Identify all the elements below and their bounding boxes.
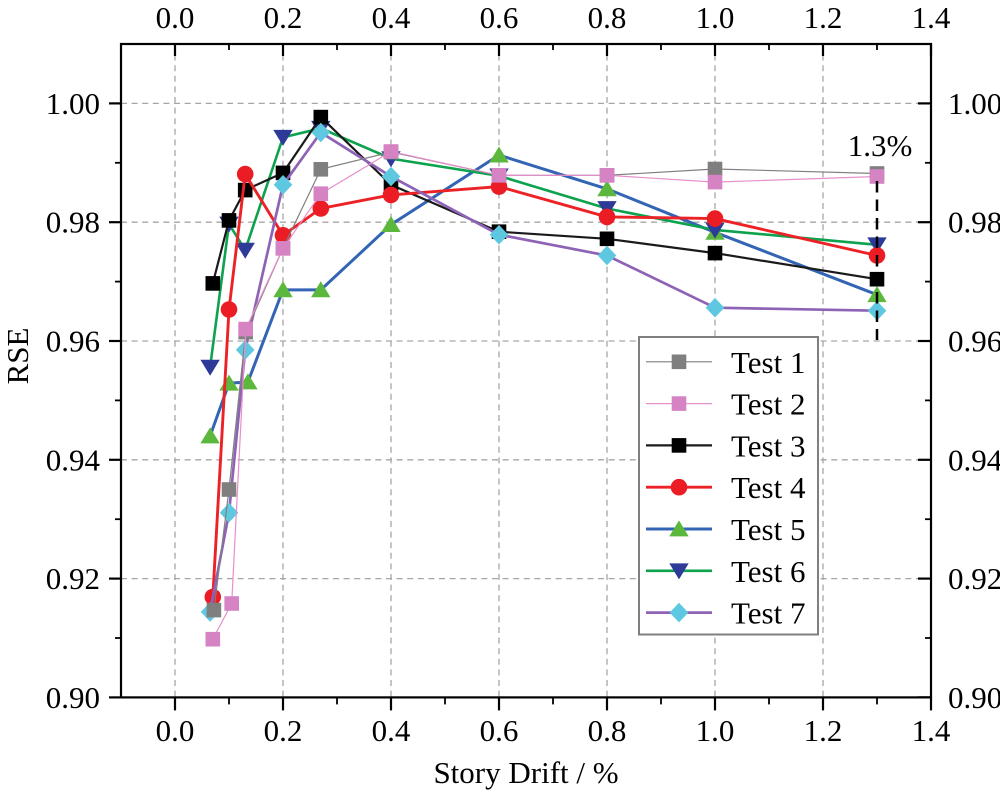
svg-text:1.0: 1.0 (696, 0, 735, 35)
svg-text:1.2: 1.2 (804, 713, 843, 748)
svg-text:0.8: 0.8 (588, 713, 627, 748)
svg-text:0.4: 0.4 (372, 0, 411, 35)
svg-text:0.92: 0.92 (948, 561, 1000, 596)
svg-text:0.4: 0.4 (372, 713, 411, 748)
svg-text:0.90: 0.90 (46, 680, 100, 715)
svg-text:Test 2: Test 2 (731, 387, 805, 422)
svg-text:1.00: 1.00 (46, 86, 100, 121)
svg-text:0.96: 0.96 (46, 324, 100, 359)
svg-text:1.3%: 1.3% (848, 128, 913, 163)
svg-text:0.96: 0.96 (948, 324, 1000, 359)
svg-text:0.2: 0.2 (264, 713, 303, 748)
svg-text:0.98: 0.98 (46, 205, 100, 240)
svg-text:0.98: 0.98 (948, 205, 1000, 240)
svg-text:Test 6: Test 6 (731, 554, 805, 589)
svg-text:1.4: 1.4 (912, 713, 951, 748)
svg-text:0.92: 0.92 (46, 561, 100, 596)
svg-text:0.2: 0.2 (264, 0, 303, 35)
svg-text:1.2: 1.2 (804, 0, 843, 35)
svg-text:1.4: 1.4 (912, 0, 951, 35)
svg-text:Test 7: Test 7 (731, 596, 805, 631)
svg-text:Story Drift / %: Story Drift / % (433, 755, 618, 790)
svg-text:0.94: 0.94 (46, 442, 101, 477)
svg-text:0.6: 0.6 (480, 713, 519, 748)
svg-text:Test 1: Test 1 (731, 345, 805, 380)
svg-text:0.8: 0.8 (588, 0, 627, 35)
svg-text:Test 4: Test 4 (731, 470, 806, 505)
svg-text:0.6: 0.6 (480, 0, 519, 35)
svg-text:Test 3: Test 3 (731, 428, 805, 463)
svg-text:1.0: 1.0 (696, 713, 735, 748)
svg-text:0.90: 0.90 (948, 680, 1000, 715)
svg-text:0.0: 0.0 (156, 713, 195, 748)
svg-text:1.00: 1.00 (948, 86, 1000, 121)
svg-text:0.0: 0.0 (156, 0, 195, 35)
svg-text:RSE: RSE (0, 328, 35, 385)
svg-text:0.94: 0.94 (948, 442, 1000, 477)
svg-text:Test 5: Test 5 (731, 512, 805, 547)
